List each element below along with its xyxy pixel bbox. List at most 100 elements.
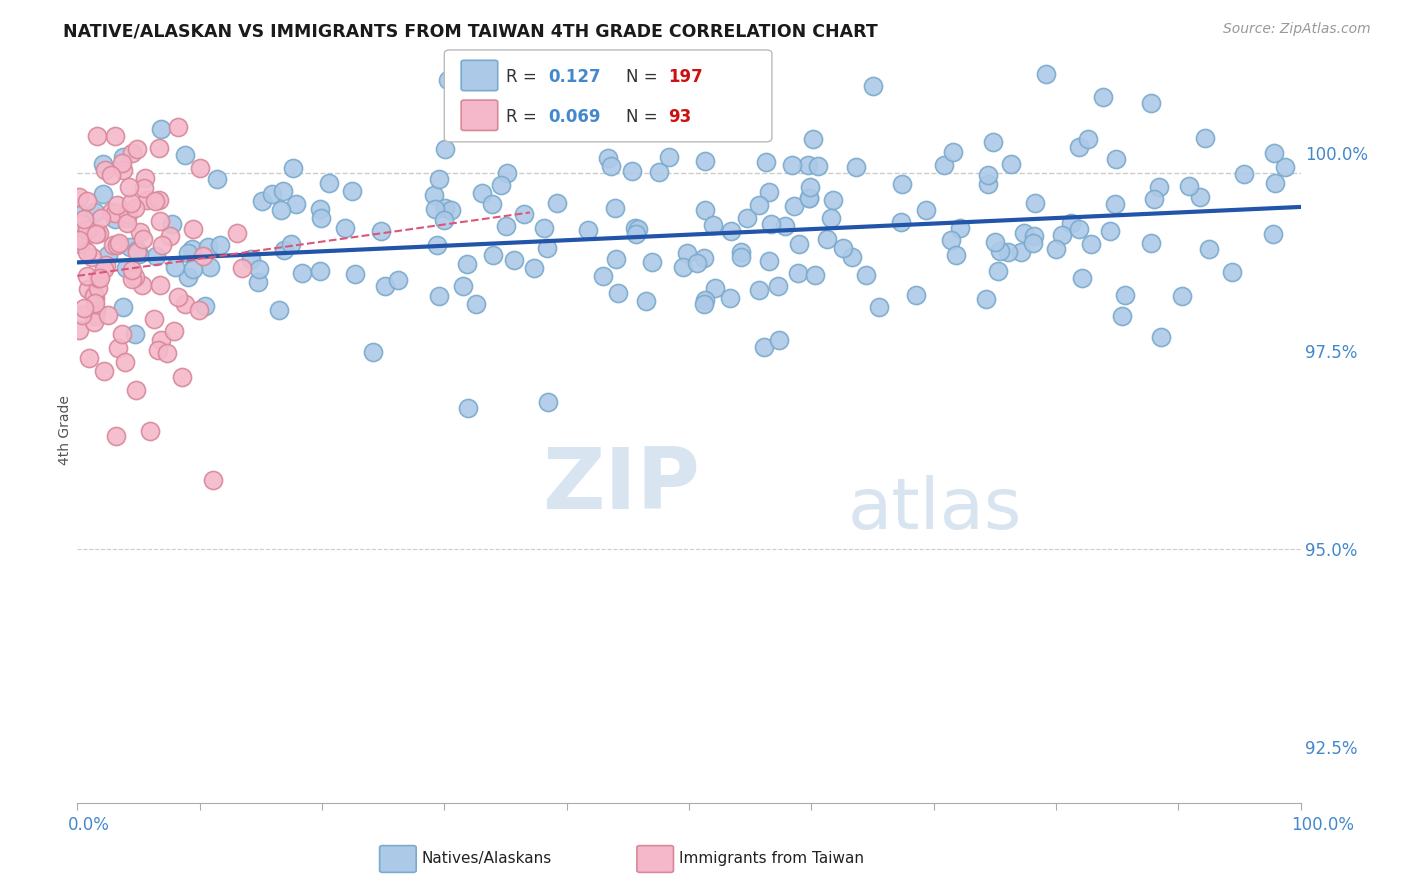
- Point: [173, 296, 195, 310]
- Point: [1045, 242, 1067, 256]
- Y-axis label: 4th Grade: 4th Grade: [58, 395, 72, 466]
- Point: [83, 315, 105, 329]
- Point: [83, 296, 105, 310]
- Point: [427, 288, 450, 302]
- Point: [114, 211, 136, 225]
- Point: [695, 293, 717, 307]
- Point: [104, 211, 127, 226]
- Point: [464, 297, 486, 311]
- Point: [104, 206, 127, 220]
- Point: [1035, 67, 1057, 81]
- Point: [87, 281, 110, 295]
- Point: [100, 168, 122, 182]
- Point: [247, 262, 270, 277]
- Point: [591, 112, 613, 127]
- Point: [797, 190, 820, 204]
- Point: [624, 227, 647, 241]
- Point: [1111, 309, 1133, 323]
- Point: [1024, 196, 1046, 211]
- Point: [145, 249, 167, 263]
- Point: [387, 273, 409, 287]
- Point: [134, 180, 156, 194]
- Point: [513, 207, 536, 221]
- Point: [1264, 176, 1286, 190]
- Point: [658, 150, 681, 164]
- Point: [73, 211, 96, 226]
- Point: [342, 184, 364, 198]
- Point: [433, 213, 456, 227]
- Point: [1198, 243, 1220, 257]
- Point: [83, 287, 105, 301]
- Point: [188, 303, 211, 318]
- Point: [730, 245, 752, 260]
- Point: [981, 136, 1004, 150]
- Point: [125, 244, 148, 259]
- Point: [134, 170, 156, 185]
- Point: [977, 168, 1000, 182]
- Point: [269, 302, 291, 317]
- Point: [205, 172, 228, 186]
- Point: [181, 262, 204, 277]
- Point: [904, 288, 927, 302]
- Point: [758, 253, 780, 268]
- Point: [1069, 139, 1091, 153]
- Point: [120, 196, 142, 211]
- Text: N =: N =: [626, 108, 662, 126]
- Point: [285, 196, 308, 211]
- Text: 100.0%: 100.0%: [1291, 816, 1354, 834]
- Point: [1012, 226, 1035, 240]
- Text: R =: R =: [506, 69, 543, 87]
- Point: [96, 258, 118, 272]
- Point: [758, 186, 780, 200]
- Point: [984, 235, 1007, 249]
- Point: [537, 394, 560, 409]
- Point: [495, 219, 517, 234]
- Text: NATIVE/ALASKAN VS IMMIGRANTS FROM TAIWAN 4TH GRADE CORRELATION CHART: NATIVE/ALASKAN VS IMMIGRANTS FROM TAIWAN…: [63, 22, 877, 40]
- Point: [647, 165, 669, 179]
- Point: [977, 177, 1000, 191]
- Point: [624, 220, 647, 235]
- Point: [125, 243, 148, 257]
- Point: [845, 161, 868, 175]
- Point: [768, 333, 790, 347]
- Point: [143, 194, 166, 209]
- Point: [592, 268, 614, 283]
- Point: [72, 301, 94, 315]
- Point: [103, 238, 125, 252]
- Point: [148, 141, 170, 155]
- Point: [149, 277, 172, 292]
- Point: [198, 260, 221, 274]
- Point: [67, 233, 90, 247]
- Point: [533, 220, 555, 235]
- Point: [482, 248, 505, 262]
- Point: [576, 222, 599, 236]
- Point: [150, 237, 173, 252]
- Point: [363, 344, 385, 359]
- Point: [457, 401, 479, 415]
- Point: [780, 158, 803, 172]
- Point: [997, 244, 1019, 259]
- Point: [815, 232, 838, 246]
- Point: [598, 151, 620, 165]
- Point: [84, 205, 107, 219]
- Point: [112, 300, 135, 314]
- Point: [76, 244, 98, 259]
- Point: [128, 247, 150, 261]
- Point: [1077, 132, 1099, 146]
- Point: [89, 227, 111, 241]
- Point: [942, 145, 965, 159]
- Text: 0.069: 0.069: [548, 108, 600, 126]
- Point: [83, 289, 105, 303]
- Point: [69, 236, 91, 251]
- Point: [605, 252, 627, 267]
- Point: [759, 217, 782, 231]
- Point: [437, 73, 460, 87]
- Text: Natives/Alaskans: Natives/Alaskans: [422, 851, 553, 865]
- Point: [225, 226, 247, 240]
- Point: [787, 266, 810, 280]
- Point: [1052, 228, 1074, 243]
- Point: [121, 262, 143, 277]
- Point: [974, 293, 997, 307]
- Point: [333, 221, 356, 235]
- Point: [755, 154, 778, 169]
